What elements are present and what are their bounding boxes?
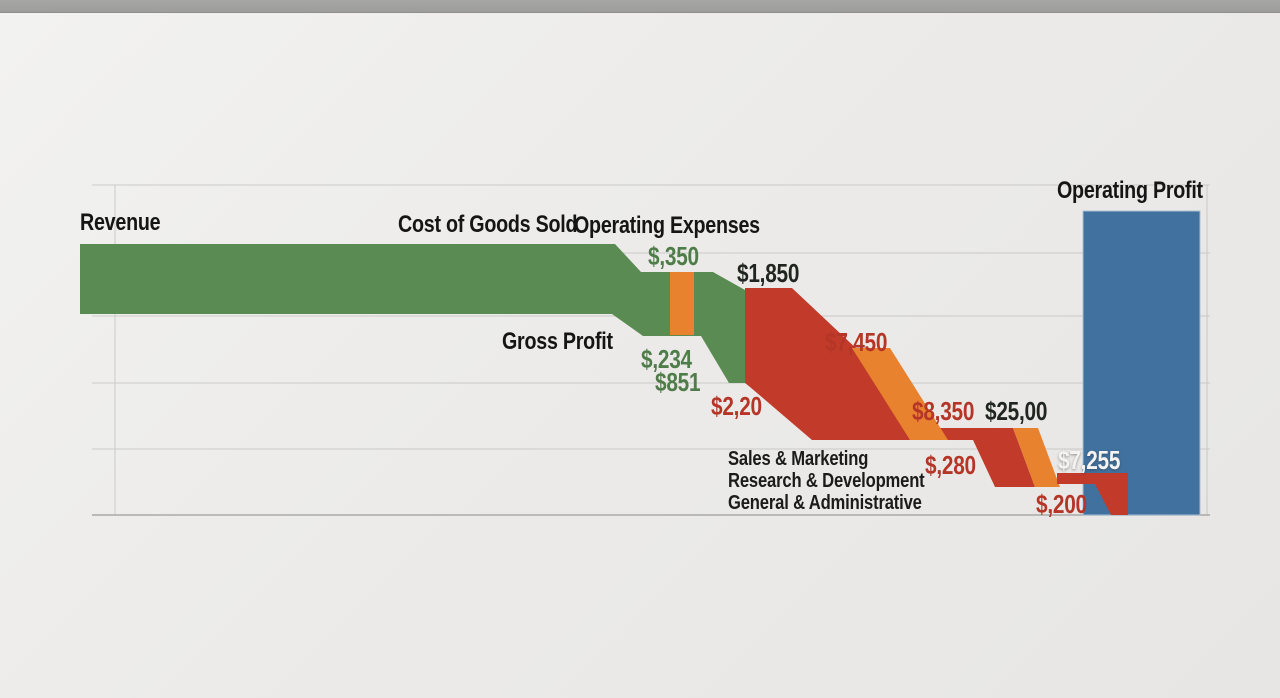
expense-orange-ribbon-2 (1013, 428, 1060, 487)
value-expense-step-1: $2,20 (711, 391, 762, 421)
operating-profit-label: Operating Profit (1057, 177, 1203, 204)
expense-orange-ribbon-1 (852, 348, 948, 440)
revenue-gross-profit-flow (80, 244, 745, 383)
cogs-label: Cost of Goods Sold (398, 211, 578, 238)
value-expense-step-5: $,280 (925, 450, 976, 480)
expense-red-ribbon-2 (973, 428, 1035, 487)
value-expense-step-6: $,200 (1036, 489, 1087, 519)
operating-expenses-label: Operating Expenses (574, 212, 760, 239)
value-operating-profit: $7,255 (1058, 445, 1121, 475)
revenue-label: Revenue (80, 209, 161, 236)
operating-profit-bar (1082, 210, 1201, 516)
value-gross-profit-b: $851 (655, 367, 701, 397)
value-gross-profit-a: $,234 (641, 344, 692, 374)
value-expense-step-4: $25,00 (985, 396, 1048, 426)
value-expense-step-3: $8,350 (912, 396, 975, 426)
window-top-strip (0, 0, 1280, 13)
general-administrative-label: General & Administrative (728, 492, 922, 514)
expense-red-ribbon-1 (745, 288, 973, 440)
gross-profit-label: Gross Profit (502, 328, 613, 355)
expense-red-ribbon-final (1057, 473, 1128, 515)
value-expense-step-2: $7,450 (825, 327, 888, 357)
value-cogs-step: $,350 (648, 241, 699, 271)
cogs-orange-segment (670, 272, 694, 335)
research-development-label: Research & Development (728, 470, 925, 492)
sales-marketing-label: Sales & Marketing (728, 448, 869, 470)
value-opex-start: $1,850 (737, 258, 800, 288)
